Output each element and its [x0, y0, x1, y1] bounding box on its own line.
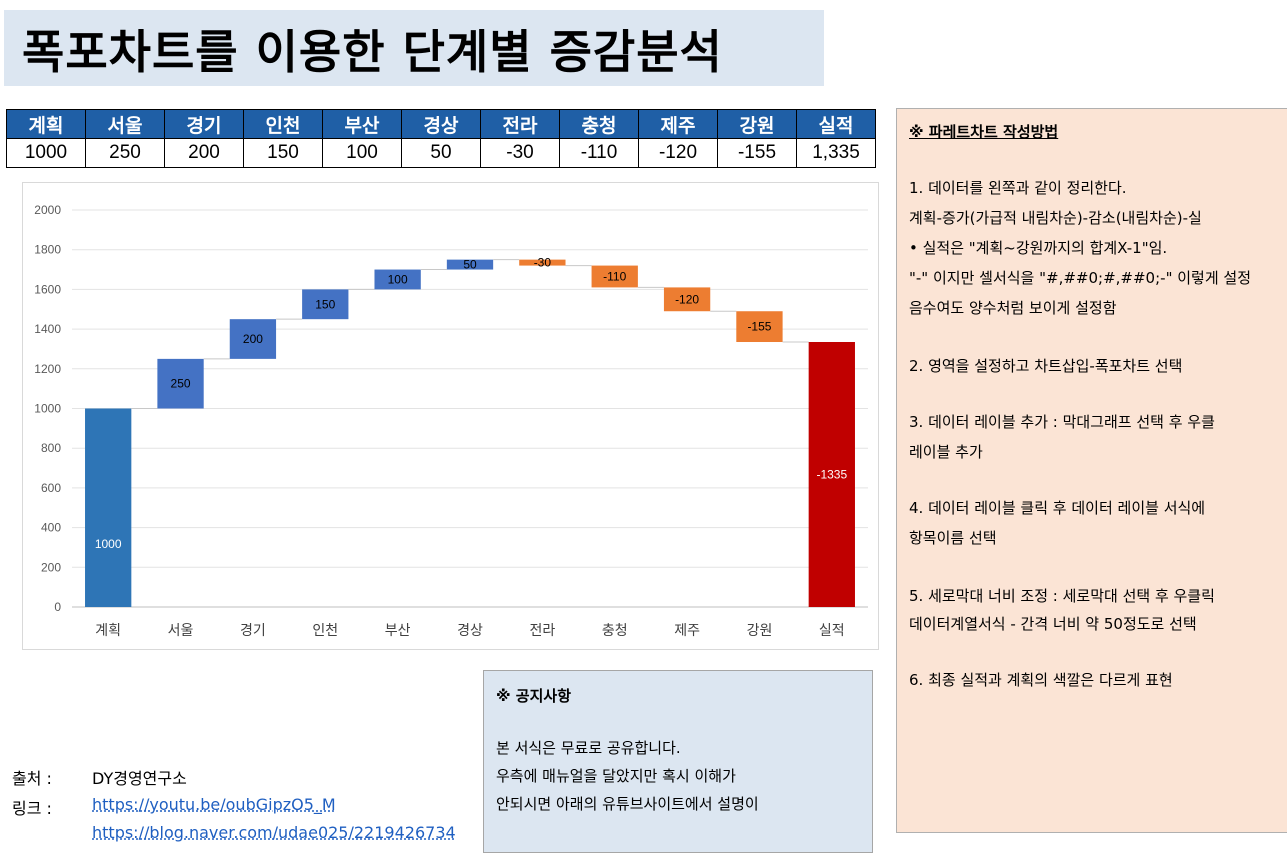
chart-svg: 0 200 400 600 800 1000 1200 1400 1600 1800 2000 100… [23, 183, 878, 649]
guide-line: 계획-증가(가급적 내림차순)-감소(내림차순)-실 [909, 207, 1202, 228]
notice-title: ※ 공지사항 [496, 685, 571, 706]
guide-line: 항목이름 선택 [909, 527, 997, 548]
data-label: 200 [243, 332, 263, 346]
notice-line: 본 서식은 무료로 공유합니다. [496, 737, 681, 758]
y-tick-label: 400 [41, 521, 61, 535]
blog-link[interactable]: https://blog.naver.com/udae025/221942673… [92, 823, 456, 842]
header-cell[interactable]: 부산 [323, 110, 402, 139]
value-cell[interactable]: -30 [481, 139, 560, 168]
table-header-row: 계획 서울 경기 인천 부산 경상 전라 충청 제주 강원 실적 [7, 110, 876, 139]
data-label: -120 [675, 292, 699, 306]
y-tick-label: 600 [41, 481, 61, 495]
header-cell[interactable]: 계획 [7, 110, 86, 139]
x-tick-label: 부산 [385, 623, 411, 639]
x-tick-label: 충청 [602, 623, 628, 639]
y-tick-label: 1800 [34, 243, 61, 257]
page-title: 폭포차트를 이용한 단계별 증감분석 [22, 16, 723, 82]
notice-box: ※ 공지사항 본 서식은 무료로 공유합니다. 우측에 매뉴얼을 달았지만 혹시… [483, 670, 873, 853]
link-label: 링크 : [12, 795, 52, 819]
y-tick-label: 1400 [34, 322, 61, 336]
guide-line: 4. 데이터 레이블 클릭 후 데이터 레이블 서식에 [909, 497, 1205, 518]
guide-box: ※ 파레트차트 작성방법 1. 데이터를 왼쪽과 같이 정리한다. 계획-증가(… [896, 108, 1287, 833]
x-tick-label: 강원 [747, 623, 773, 639]
data-label: 150 [315, 297, 335, 311]
y-tick-label: 800 [41, 441, 61, 455]
data-label: -1335 [816, 468, 847, 482]
data-label: 250 [171, 377, 191, 391]
value-cell[interactable]: 1,335 [797, 139, 876, 168]
y-tick-label: 0 [54, 600, 61, 614]
value-cell[interactable]: -120 [639, 139, 718, 168]
y-tick-label: 2000 [34, 203, 61, 217]
data-label: 1000 [95, 537, 122, 551]
data-label: -110 [603, 269, 626, 283]
guide-line: 데이터계열서식 - 간격 너비 약 50정도로 선택 [909, 613, 1197, 634]
header-cell[interactable]: 경기 [165, 110, 244, 139]
header-cell[interactable]: 강원 [718, 110, 797, 139]
x-tick-label: 제주 [674, 623, 700, 639]
data-table: 계획 서울 경기 인천 부산 경상 전라 충청 제주 강원 실적 1000 25… [6, 109, 876, 168]
guide-line: 음수여도 양수처럼 보이게 설정함 [909, 297, 1117, 318]
title-banner: 폭포차트를 이용한 단계별 증감분석 [4, 10, 824, 86]
x-tick-label: 전라 [529, 623, 555, 639]
value-cell[interactable]: 150 [244, 139, 323, 168]
source-label: 출처 : [12, 765, 52, 789]
notice-line: 우측에 매뉴얼을 달았지만 혹시 이해가 [496, 765, 736, 786]
header-cell[interactable]: 제주 [639, 110, 718, 139]
header-cell[interactable]: 경상 [402, 110, 481, 139]
x-tick-label: 서울 [168, 623, 194, 639]
notice-line: 안되시면 아래의 유튜브사이트에서 설명이 [496, 793, 759, 814]
y-tick-label: 1000 [34, 402, 61, 416]
data-label: 100 [388, 272, 408, 286]
x-tick-label: 실적 [819, 623, 845, 639]
guide-line: 3. 데이터 레이블 추가 : 막대그래프 선택 후 우클 [909, 411, 1215, 432]
x-tick-label: 인천 [312, 623, 338, 639]
header-cell[interactable]: 실적 [797, 110, 876, 139]
value-cell[interactable]: 100 [323, 139, 402, 168]
value-cell[interactable]: 1000 [7, 139, 86, 168]
header-cell[interactable]: 인천 [244, 110, 323, 139]
x-tick-label: 계획 [95, 623, 121, 639]
header-cell[interactable]: 전라 [481, 110, 560, 139]
value-cell[interactable]: 250 [86, 139, 165, 168]
y-tick-label: 200 [41, 560, 61, 574]
waterfall-chart[interactable]: 0 200 400 600 800 1000 1200 1400 1600 1800 2000 100… [22, 182, 879, 650]
y-tick-label: 1200 [34, 362, 61, 376]
value-cell[interactable]: -110 [560, 139, 639, 168]
guide-line: 5. 세로막대 너비 조정 : 세로막대 선택 후 우클릭 [909, 585, 1215, 606]
guide-line: 2. 영역을 설정하고 차트삽입-폭포차트 선택 [909, 355, 1182, 376]
header-cell[interactable]: 충청 [560, 110, 639, 139]
y-tick-label: 1600 [34, 282, 61, 296]
value-cell[interactable]: -155 [718, 139, 797, 168]
guide-line: 6. 최종 실적과 계획의 색깔은 다르게 표현 [909, 669, 1173, 690]
x-tick-label: 경상 [457, 623, 483, 639]
data-label: 50 [463, 258, 477, 272]
table-row: 1000 250 200 150 100 50 -30 -110 -120 -1… [7, 139, 876, 168]
data-label: -155 [747, 320, 771, 334]
data-label: -30 [534, 256, 552, 270]
x-tick-label: 경기 [240, 623, 266, 639]
value-cell[interactable]: 200 [165, 139, 244, 168]
source-value: DY경영연구소 [92, 765, 187, 789]
guide-line: "-" 이지만 셀서식을 "#,##0;#,##0;-" 이렇게 설정 [909, 267, 1251, 288]
guide-line: • 실적은 "계획~강원까지의 합계X-1"임. [909, 237, 1167, 258]
guide-line: 1. 데이터를 왼쪽과 같이 정리한다. [909, 177, 1127, 198]
value-cell[interactable]: 50 [402, 139, 481, 168]
guide-line: 레이블 추가 [909, 441, 983, 462]
bar-계획 [85, 409, 131, 608]
guide-title: ※ 파레트차트 작성방법 [909, 121, 1058, 142]
header-cell[interactable]: 서울 [86, 110, 165, 139]
youtube-link[interactable]: https://youtu.be/oubGipzO5_M [92, 795, 336, 814]
